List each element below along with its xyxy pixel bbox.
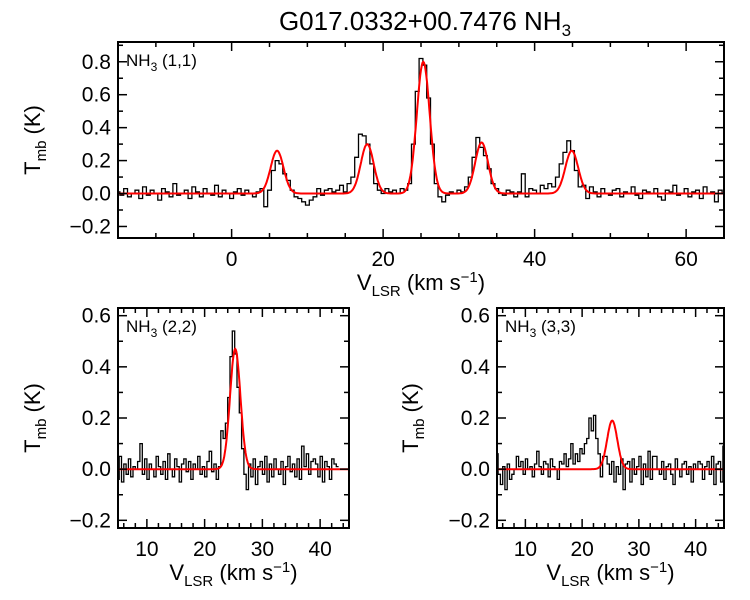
x-axis-label-part: V xyxy=(546,560,561,585)
y-axis-label-part: mb xyxy=(411,419,428,440)
x-axis-label-part: V xyxy=(357,270,372,295)
panel-label-part: (2,2) xyxy=(157,317,197,336)
x-tick-label: 40 xyxy=(523,248,546,271)
y-axis-label: Tmb (K) xyxy=(20,105,50,175)
y-axis-label-part: mb xyxy=(33,141,50,162)
x-axis-label: VLSR (km s−1) xyxy=(546,559,674,590)
y-tick-label: 0.4 xyxy=(461,356,491,379)
panel-nh3-22: 10 20 30 40 −0.2 0.0 0.2 0.4 0.6 VLSR (km s−1) Tmb… xyxy=(20,305,350,590)
x-axis-label-part: −1 xyxy=(273,559,290,576)
y-tick-label: 0.0 xyxy=(82,458,111,481)
panel-label-part: (3,3) xyxy=(536,317,576,336)
y-axis-label: Tmb (K) xyxy=(398,383,428,453)
x-tick-label: 10 xyxy=(135,538,158,561)
x-axis-label-part: −1 xyxy=(461,269,478,286)
ticks xyxy=(117,42,725,238)
y-axis-label-part: (K) xyxy=(20,383,45,418)
x-axis-label-part: LSR xyxy=(184,573,213,590)
x-axis-label: VLSR (km s−1) xyxy=(169,559,297,590)
y-axis-label: Tmb (K) xyxy=(20,383,50,453)
panel-label-part: 3 xyxy=(530,326,537,340)
y-tick-label: 0.6 xyxy=(82,84,111,107)
x-tick-label: 60 xyxy=(674,248,697,271)
ticks xyxy=(497,308,724,528)
y-tick-label: −0.2 xyxy=(449,509,490,532)
x-tick-label: 10 xyxy=(514,538,537,561)
x-tick-label: 30 xyxy=(251,538,274,561)
y-tick-label: 0.8 xyxy=(82,51,111,74)
panel-nh3-11: 0 20 40 60 −0.2 0.0 0.2 0.4 0.6 0.8 VLSR (km s−1) T… xyxy=(20,41,725,300)
x-axis-label-part: ) xyxy=(478,270,485,295)
x-axis-label-part: ) xyxy=(667,560,674,585)
fit-curve xyxy=(118,347,349,471)
y-tick-label: 0.2 xyxy=(461,407,490,430)
y-tick-label: 0.2 xyxy=(82,407,111,430)
y-tick-label: 0.6 xyxy=(461,305,490,328)
panel-label-part: NH xyxy=(126,51,151,70)
y-tick-label: 0.4 xyxy=(82,117,112,140)
y-axis-label-part: T xyxy=(20,439,45,452)
panel-label: NH3 (2,2) xyxy=(126,317,197,340)
x-tick-label: 40 xyxy=(308,538,331,561)
x-axis-label-part: V xyxy=(169,560,184,585)
panel-label-part: NH xyxy=(505,317,530,336)
y-tick-label: 0.0 xyxy=(461,458,490,481)
y-tick-label: 0.6 xyxy=(82,305,111,328)
y-axis-label-part: T xyxy=(20,161,45,174)
y-tick-label: 0.0 xyxy=(82,183,111,206)
figure-title: G017.0332+00.7476 NH3 xyxy=(279,6,571,40)
x-axis-label-part: LSR xyxy=(372,283,401,300)
axes-frame xyxy=(117,307,350,529)
panel-label-part: NH xyxy=(126,317,151,336)
x-axis-label-part: (km s xyxy=(401,270,461,295)
fit-curve xyxy=(118,60,724,195)
y-axis-label-part: mb xyxy=(33,419,50,440)
x-axis-label-part: ) xyxy=(290,560,297,585)
y-tick-label: −0.2 xyxy=(70,509,111,532)
y-axis-label-part: (K) xyxy=(398,383,423,418)
y-tick-label: 0.4 xyxy=(82,356,112,379)
x-tick-label: 40 xyxy=(684,538,707,561)
panel-label-part: 3 xyxy=(151,60,158,74)
y-axis-label-part: T xyxy=(398,439,423,452)
x-axis-label: VLSR (km s−1) xyxy=(357,269,485,300)
fit-curve xyxy=(497,419,724,471)
x-tick-label: 20 xyxy=(371,248,394,271)
panel-label: NH3 (3,3) xyxy=(505,317,576,340)
y-axis-label-part: (K) xyxy=(20,105,45,140)
axes-frame xyxy=(496,307,725,529)
panel-label-part: (1,1) xyxy=(157,51,197,70)
x-axis-label-part: (km s xyxy=(590,560,650,585)
y-tick-label: 0.2 xyxy=(82,150,111,173)
x-axis-label-part: −1 xyxy=(650,559,667,576)
x-axis-label-part: LSR xyxy=(561,573,590,590)
panel-label-part: 3 xyxy=(151,326,158,340)
ticks xyxy=(118,308,349,528)
x-axis-label-part: (km s xyxy=(213,560,273,585)
spectrum-histogram xyxy=(118,57,724,208)
x-tick-label: 0 xyxy=(226,248,238,271)
panel-nh3-33: 10 20 30 40 −0.2 0.0 0.2 0.4 0.6 VLSR (km s−1) Tmb… xyxy=(398,305,725,590)
x-tick-label: 20 xyxy=(193,538,216,561)
spectrum-histogram xyxy=(118,330,339,491)
x-tick-label: 20 xyxy=(570,538,593,561)
y-tick-label: −0.2 xyxy=(70,215,111,238)
spectrum-histogram xyxy=(497,414,724,491)
x-tick-label: 30 xyxy=(627,538,650,561)
panel-label: NH3 (1,1) xyxy=(126,51,197,74)
